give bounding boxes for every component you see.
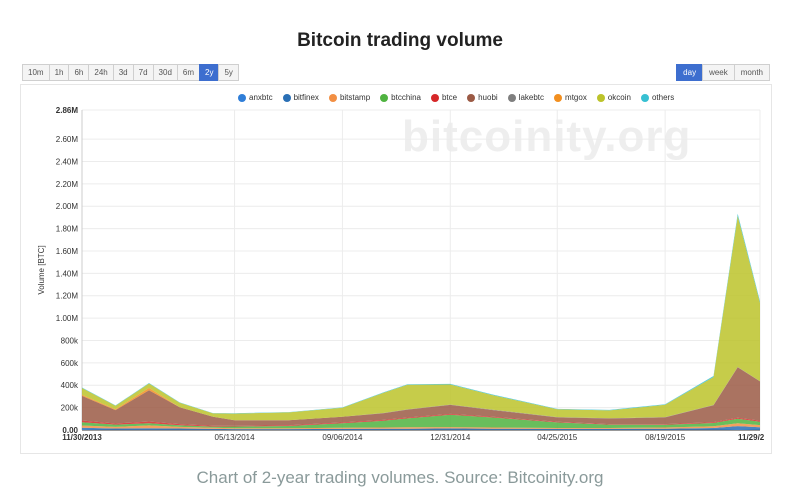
area-huobi [82, 367, 760, 426]
y-tick-label: 2.00M [56, 202, 79, 211]
range-selector: 10m 1h 6h 24h 3d 7d 30d 6m 2y 5y [22, 64, 239, 81]
legend-label: mtgox [565, 93, 587, 102]
legend-label: okcoin [607, 93, 631, 102]
y-tick-label: 1.40M [56, 269, 79, 278]
legend-swatch [640, 93, 649, 102]
y-tick-label: 600k [61, 359, 79, 368]
legend-label: btce [441, 93, 458, 102]
y-tick-label: 2.60M [56, 135, 79, 144]
x-tick-label: 08/19/2015 [645, 433, 686, 442]
chart-legend: anxbtc bitfinex bitstamp btcchina btce huobi l… [238, 93, 684, 102]
legend-swatch [238, 93, 246, 102]
y-tick-label: 200k [61, 404, 79, 413]
legend-swatch [380, 93, 389, 102]
y-tick-label: 1.20M [56, 292, 79, 301]
legend-label: bitfinex [293, 93, 319, 102]
legend-label: btcchina [391, 93, 421, 102]
x-tick-label: 12/31/2014 [430, 433, 471, 442]
y-tick-label: 1.60M [56, 247, 79, 256]
legend-label: others [651, 93, 675, 102]
legend-item-btce[interactable]: btce [430, 93, 458, 102]
chart-title: Bitcoin trading volume [297, 30, 503, 51]
legend-swatch [328, 93, 337, 102]
legend-item-bitfinex[interactable]: bitfinex [282, 93, 319, 102]
x-tick-label: 11/29/2 [738, 433, 765, 442]
legend-label: bitstamp [339, 93, 371, 102]
y-tick-label: 800k [61, 336, 79, 345]
legend-swatch [554, 93, 563, 102]
area-bitfinex [82, 426, 760, 430]
y-tick-label: 2.20M [56, 180, 79, 189]
x-tick-label: 04/25/2015 [537, 433, 578, 442]
area-okcoin [82, 216, 760, 421]
legend-item-btcchina[interactable]: btcchina [380, 93, 421, 102]
period-button-month[interactable]: month [733, 64, 770, 81]
area-anxbtc [82, 429, 760, 430]
y-tick-label: 400k [61, 381, 79, 390]
legend-label: anxbtc [249, 93, 273, 102]
area-bitstamp [82, 423, 760, 430]
period-selector: day week month [676, 64, 770, 81]
y-tick-label: 0.00 [62, 426, 78, 435]
x-tick-label: 05/13/2014 [215, 433, 256, 442]
y-tick-label: 2.40M [56, 157, 79, 166]
legend-item-mtgox[interactable]: mtgox [554, 93, 587, 102]
area-others [82, 213, 760, 414]
legend-swatch [430, 93, 439, 102]
legend-swatch [507, 93, 516, 102]
legend-item-lakebtc[interactable]: lakebtc [507, 93, 545, 102]
legend-item-huobi[interactable]: huobi [467, 93, 498, 102]
y-tick-label: 1.80M [56, 225, 79, 234]
x-tick-label: 09/06/2014 [322, 433, 363, 442]
y-axis-label: Volume [BTC] [37, 245, 46, 294]
y-tick-label: 1.00M [56, 314, 79, 323]
legend-item-okcoin[interactable]: okcoin [596, 93, 631, 102]
area-btce [82, 413, 760, 427]
legend-swatch [467, 93, 476, 102]
legend-label: lakebtc [518, 93, 545, 102]
figure-caption: Chart of 2-year trading volumes. Source:… [196, 468, 604, 487]
legend-item-anxbtc[interactable]: anxbtc [238, 93, 273, 102]
legend-item-bitstamp[interactable]: bitstamp [328, 93, 371, 102]
legend-label: huobi [478, 93, 498, 102]
legend-item-others[interactable]: others [640, 93, 675, 102]
x-tick-label: 11/30/2013 [62, 433, 102, 442]
legend-swatch [282, 93, 291, 102]
y-tick-label: 2.86M [56, 106, 79, 115]
area-btcchina [82, 414, 760, 429]
legend-swatch [596, 93, 605, 102]
range-button-5y[interactable]: 5y [218, 64, 239, 81]
